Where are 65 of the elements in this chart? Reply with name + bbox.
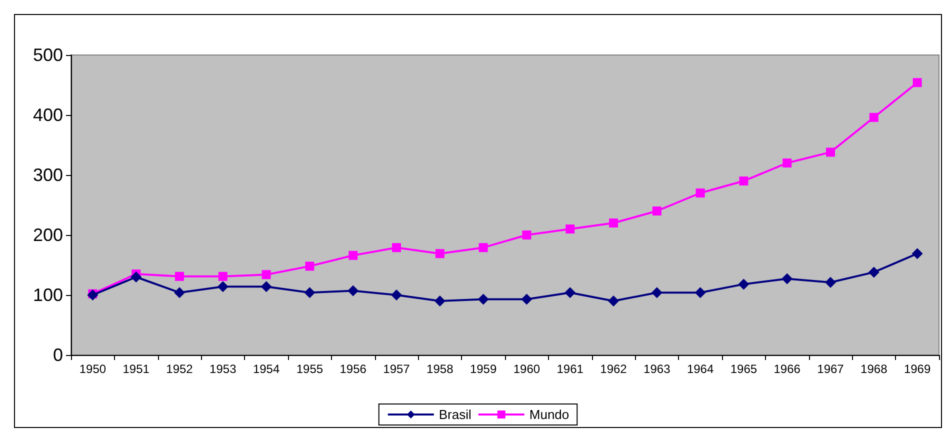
- x-tick-label: 1965: [730, 362, 758, 376]
- x-tick-label: 1961: [556, 362, 584, 376]
- point: [217, 281, 228, 292]
- point: [348, 250, 358, 260]
- point: [912, 248, 923, 260]
- point: [825, 276, 836, 288]
- x-tick-label: 1956: [340, 362, 367, 376]
- point: [782, 273, 793, 284]
- point: [738, 278, 750, 290]
- point: [435, 249, 444, 258]
- x-tick-label: 1958: [426, 362, 454, 376]
- point: [391, 290, 402, 300]
- x-tick-label: 1967: [817, 362, 844, 376]
- x-tick-label: 1962: [600, 362, 628, 376]
- x-tick-label: 1954: [252, 362, 280, 376]
- point: [608, 296, 619, 306]
- point: [262, 270, 271, 280]
- point: [564, 287, 576, 298]
- x-tick-label: 1953: [210, 362, 237, 376]
- point: [175, 272, 184, 281]
- point: [304, 287, 316, 298]
- point: [912, 78, 922, 88]
- point: [694, 287, 706, 298]
- x-tick-label: 1964: [686, 362, 714, 376]
- point: [130, 272, 142, 282]
- legend-label: Mundo: [529, 407, 570, 422]
- y-tick-label: 100: [32, 285, 63, 305]
- point: [868, 266, 880, 278]
- x-tick-label: 1957: [383, 362, 410, 376]
- x-tick-label: 1950: [79, 362, 106, 376]
- x-tick-label: 1966: [774, 362, 801, 376]
- point: [521, 294, 532, 305]
- y-tick-label: 200: [32, 225, 63, 245]
- point: [478, 294, 489, 305]
- point: [651, 287, 662, 298]
- point: [260, 281, 272, 292]
- x-tick-label: 1951: [122, 362, 150, 376]
- point: [869, 112, 878, 122]
- y-tick-label: 0: [52, 345, 63, 365]
- point: [566, 224, 575, 234]
- point: [696, 188, 705, 198]
- point: [434, 296, 446, 306]
- point: [478, 243, 488, 252]
- y-tick-label: 400: [32, 105, 63, 125]
- point: [609, 218, 618, 228]
- y-tick-label: 300: [32, 165, 63, 185]
- point: [218, 272, 228, 281]
- x-tick-label: 1960: [513, 362, 540, 376]
- point: [652, 206, 662, 216]
- point: [739, 176, 748, 186]
- x-tick-label: 1959: [470, 362, 497, 376]
- point: [782, 158, 792, 168]
- point: [392, 243, 401, 252]
- point: [348, 285, 359, 296]
- point: [522, 230, 532, 240]
- x-tick-label: 1963: [644, 362, 671, 376]
- x-tick-label: 1952: [166, 362, 194, 376]
- y-tick-label: 500: [32, 45, 63, 65]
- point: [174, 287, 185, 298]
- x-tick-label: 1969: [904, 362, 931, 376]
- point: [305, 262, 314, 271]
- x-tick-label: 1955: [296, 362, 324, 376]
- legend-label: Brasil: [438, 407, 472, 422]
- x-tick-label: 1968: [860, 362, 888, 376]
- point: [826, 148, 835, 157]
